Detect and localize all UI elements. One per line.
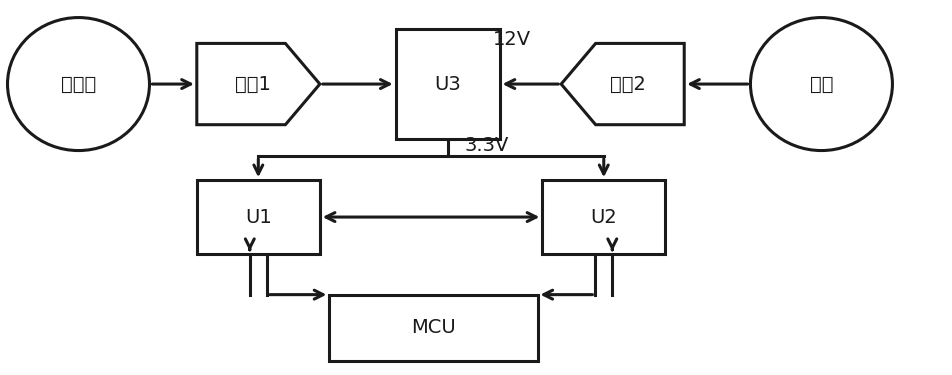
Text: 3.3V: 3.3V bbox=[465, 135, 509, 154]
Text: 传感器: 传感器 bbox=[61, 75, 96, 93]
Text: U2: U2 bbox=[590, 207, 617, 226]
Text: 12V: 12V bbox=[493, 30, 531, 49]
Text: 接口2: 接口2 bbox=[610, 75, 645, 93]
Text: 接口1: 接口1 bbox=[235, 75, 271, 93]
Polygon shape bbox=[561, 44, 684, 125]
Text: MCU: MCU bbox=[411, 318, 456, 338]
Bar bbox=[329, 295, 538, 361]
Text: U3: U3 bbox=[434, 75, 461, 93]
Text: 终端: 终端 bbox=[810, 75, 833, 93]
Text: U1: U1 bbox=[245, 207, 271, 226]
Bar bbox=[543, 180, 665, 254]
Bar bbox=[395, 28, 500, 140]
Polygon shape bbox=[197, 44, 320, 125]
Bar bbox=[197, 180, 320, 254]
